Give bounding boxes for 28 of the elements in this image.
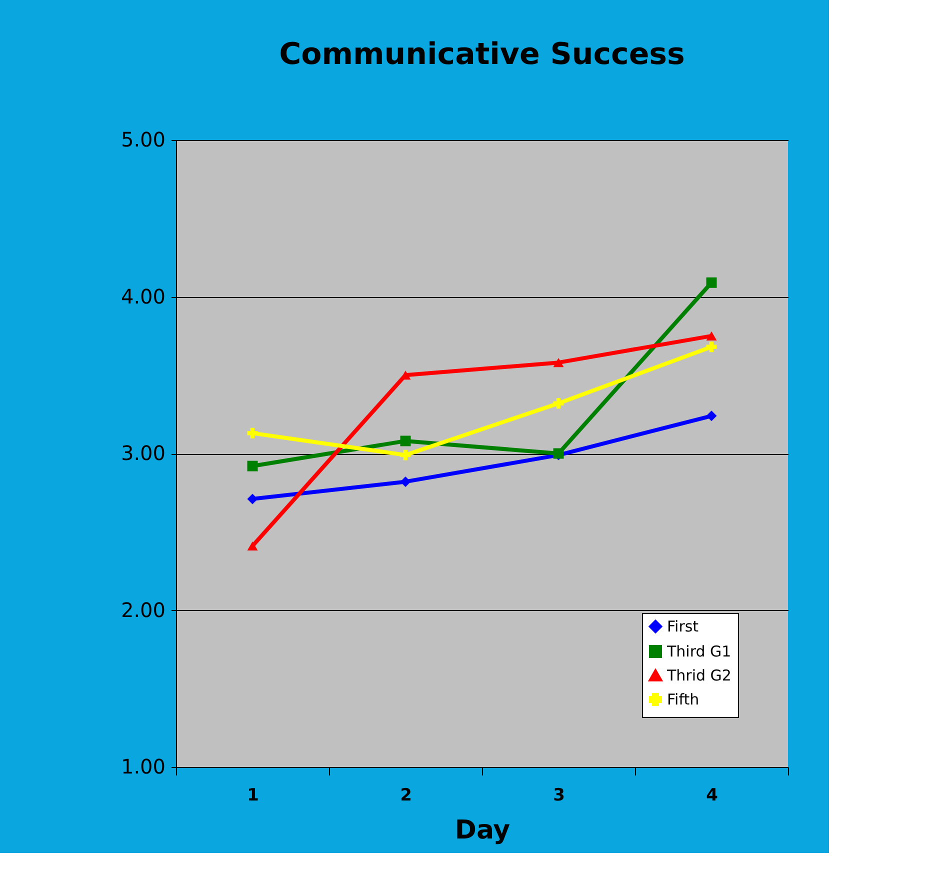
y-tick-label: 3.00 (120, 441, 166, 465)
point (247, 428, 258, 438)
point (706, 331, 717, 340)
x-tick-label: 4 (706, 786, 718, 806)
point (553, 398, 564, 409)
legend-label: First (667, 618, 699, 636)
x-tick-label: 3 (553, 786, 565, 806)
y-tick-label: 4.00 (120, 284, 166, 308)
point (400, 476, 411, 487)
point (400, 450, 411, 460)
y-tick-label: 2.00 (120, 598, 166, 622)
point (247, 460, 258, 472)
point (400, 436, 411, 446)
point (706, 277, 717, 288)
legend-label: Third G1 (666, 642, 732, 660)
point (247, 494, 258, 504)
legend-label: Fifth (667, 690, 700, 708)
y-tick-label: 5.00 (120, 128, 166, 152)
point (553, 358, 564, 368)
chart-title: Communicative Success (279, 37, 685, 72)
legend-label: Thrid G2 (666, 666, 732, 684)
x-tick-label: 1 (247, 786, 259, 806)
x-axis-title: Day (454, 816, 510, 846)
x-tick-label: 2 (400, 786, 412, 806)
point (706, 410, 717, 422)
point (706, 342, 717, 352)
point (247, 541, 258, 551)
y-tick-label: 1.00 (120, 754, 166, 778)
